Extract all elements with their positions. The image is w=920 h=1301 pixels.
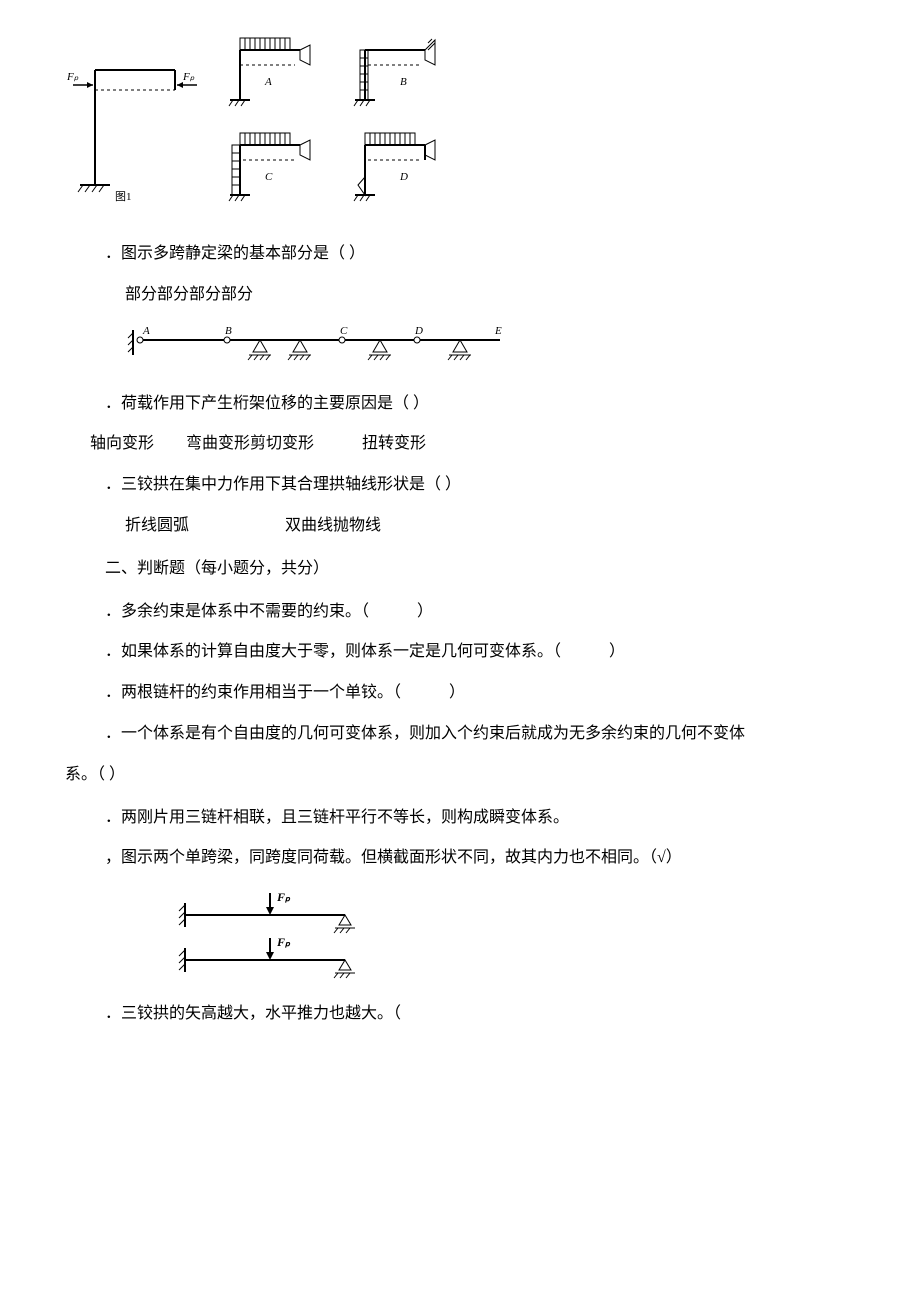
q-arch-options: 折线圆弧 双曲线抛物线 (125, 512, 855, 541)
svg-text:C: C (265, 171, 273, 183)
q-beam-answers: 部分部分部分部分 (125, 281, 855, 310)
judge-q4a: ．一个体系是有个自由度的几何可变体系，则加入个约束后就成为无多余约束的几何不变体 (105, 720, 855, 749)
q-beam-text: ．图示多跨静定梁的基本部分是（ ） (105, 240, 855, 269)
roller-4 (448, 340, 471, 360)
option-c-svg: C (215, 125, 325, 220)
multispan-beam-fig: A B C D E (125, 320, 855, 370)
two-beam-svg: Fₚ Fₚ (165, 885, 395, 980)
judge-q3: ．两根链杆的约束作用相当于一个单铰。（ ） (105, 679, 855, 708)
roller-1 (248, 340, 271, 360)
frame-diagram: Fₚ Fₚ 图1 (65, 30, 205, 205)
option-a-svg: A (215, 30, 325, 125)
svg-text:D: D (414, 325, 423, 337)
judge-q4b: 系。（ ） (65, 761, 855, 790)
two-beam-fig: Fₚ Fₚ (165, 885, 855, 980)
fig1-label: 图1 (115, 190, 132, 203)
svg-text:D: D (399, 171, 408, 183)
svg-text:C: C (340, 325, 348, 337)
roller-2 (288, 340, 311, 360)
options-grid: A B (215, 30, 450, 220)
judge-q5: ．两刚片用三链杆相联，且三链杆平行不等长，则构成瞬变体系。 (105, 804, 855, 833)
svg-text:E: E (494, 325, 502, 337)
force-right-label: Fₚ (182, 71, 195, 83)
roller-3 (368, 340, 391, 360)
svg-text:B: B (225, 325, 232, 337)
svg-text:A: A (142, 325, 150, 337)
svg-text:Fₚ: Fₚ (276, 935, 291, 949)
beam-svg: A B C D E (125, 320, 515, 370)
force-left-label: Fₚ (66, 71, 79, 83)
svg-text:A: A (264, 76, 272, 88)
section2-title: 二、判断题（每小题分，共分） (105, 555, 855, 584)
option-d-svg: D (340, 125, 450, 220)
svg-text:B: B (400, 76, 407, 88)
judge-q7: ．三铰拱的矢高越大，水平推力也越大。（ (105, 1000, 855, 1029)
judge-q2: ．如果体系的计算自由度大于零，则体系一定是几何可变体系。（ ） (105, 638, 855, 667)
judge-q1: ．多余约束是体系中不需要的约束。（ ） (105, 598, 855, 627)
svg-text:Fₚ: Fₚ (276, 890, 291, 904)
option-b-svg: B (340, 30, 450, 125)
judge-q6: ，图示两个单跨梁，同跨度同荷载。但横截面形状不同，故其内力也不相同。（√） (105, 844, 855, 873)
top-figures: Fₚ Fₚ 图1 A (65, 30, 855, 220)
q-truss-text: ．荷载作用下产生桁架位移的主要原因是（ ） (105, 390, 855, 419)
q-arch-text: ．三铰拱在集中力作用下其合理拱轴线形状是（ ） (105, 471, 855, 500)
frame-svg: Fₚ Fₚ 图1 (65, 30, 205, 205)
q-truss-options: 轴向变形 弯曲变形剪切变形 扭转变形 (90, 430, 855, 459)
